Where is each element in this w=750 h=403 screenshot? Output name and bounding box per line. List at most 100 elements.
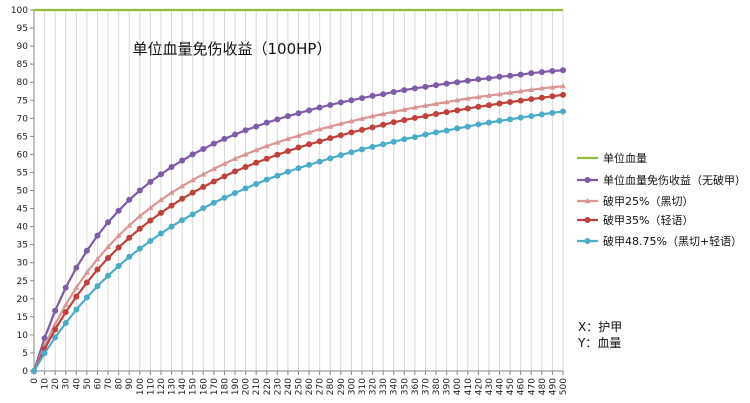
x-tick-label: 230 — [273, 378, 283, 395]
legend-item: 破甲48.75%（黑切+轻语） — [577, 234, 742, 248]
data-point — [327, 155, 334, 162]
data-point — [538, 69, 545, 76]
data-point — [316, 138, 323, 145]
legend-item: 单位血量免伤收益（无破甲） — [577, 173, 746, 187]
data-point — [136, 245, 143, 252]
data-point — [485, 102, 492, 109]
legend-swatch-marker — [584, 177, 591, 183]
data-point — [443, 109, 450, 116]
series-4 — [31, 108, 566, 374]
data-point — [401, 106, 408, 112]
data-point — [115, 207, 122, 214]
x-tick-label: 160 — [199, 378, 209, 395]
data-point — [242, 127, 249, 134]
data-point — [115, 244, 122, 251]
data-point — [454, 97, 461, 103]
data-point — [105, 219, 112, 226]
legend-item: 破甲25%（黑切） — [577, 194, 693, 208]
data-point — [538, 111, 545, 118]
x-tick-label: 90 — [125, 378, 135, 390]
data-point — [210, 165, 217, 172]
data-point — [263, 176, 270, 183]
data-point — [52, 307, 59, 314]
data-point — [549, 109, 556, 116]
y-tick-label: 85 — [17, 60, 28, 70]
x-tick-label: 420 — [474, 378, 484, 395]
data-point — [295, 110, 302, 117]
data-point — [147, 178, 154, 185]
data-point — [126, 196, 133, 203]
data-point — [327, 135, 334, 142]
x-tick-label: 140 — [178, 378, 188, 395]
data-point — [507, 116, 514, 123]
x-tick-label: 330 — [379, 378, 389, 395]
data-point — [348, 97, 355, 104]
y-tick-label: 60 — [17, 150, 29, 160]
data-point — [454, 125, 461, 132]
data-point — [411, 85, 418, 92]
data-point — [147, 238, 154, 245]
data-point — [73, 284, 80, 290]
data-point — [232, 155, 239, 161]
data-point — [390, 88, 397, 95]
data-point — [485, 92, 492, 98]
data-point — [380, 91, 387, 98]
data-point — [232, 190, 239, 197]
tick-labels: 0 10 20 30 40 50 60 70 80 90 100 110 120 130 140 150 160… — [11, 6, 569, 395]
data-point — [263, 119, 270, 126]
chart-title: 单位血量免伤收益（100HP） — [133, 40, 332, 58]
data-point — [200, 145, 207, 152]
data-point — [380, 110, 387, 117]
legend-label: 破甲35%（轻语） — [603, 213, 693, 227]
data-point — [560, 83, 566, 89]
series-group — [31, 8, 566, 374]
x-tick-label: 460 — [517, 378, 527, 395]
data-point — [528, 70, 535, 77]
data-point — [358, 146, 365, 153]
series-3 — [31, 91, 566, 374]
data-point — [232, 131, 239, 138]
data-point — [83, 247, 90, 254]
x-tick-label: 490 — [548, 378, 558, 395]
data-point — [274, 172, 281, 179]
data-point — [94, 256, 101, 262]
legend-swatch-marker — [584, 238, 591, 244]
data-point — [507, 72, 514, 79]
data-point — [369, 124, 376, 131]
data-point — [83, 279, 90, 286]
x-tick-label: 500 — [559, 378, 569, 395]
data-point — [358, 95, 365, 102]
data-point — [126, 253, 133, 260]
x-tick-label: 150 — [189, 378, 199, 395]
data-point — [168, 223, 175, 230]
data-point — [337, 99, 344, 106]
x-tick-label: 200 — [242, 378, 252, 395]
data-point — [232, 168, 239, 175]
y-tick-label: 30 — [17, 259, 29, 269]
data-point — [83, 294, 90, 301]
x-tick-label: 400 — [453, 378, 463, 395]
x-tick-label: 60 — [93, 378, 103, 390]
x-tick-label: 300 — [347, 378, 357, 395]
y-tick-label: 100 — [11, 6, 28, 16]
data-point — [157, 230, 164, 237]
data-point — [528, 113, 535, 120]
data-point — [549, 84, 556, 90]
data-point — [253, 181, 260, 188]
data-point — [390, 119, 397, 126]
data-point — [210, 178, 217, 185]
x-tick-label: 440 — [496, 378, 506, 395]
y-tick-label: 15 — [17, 313, 28, 323]
data-point — [31, 368, 37, 374]
x-tick-label: 350 — [400, 378, 410, 395]
data-point — [517, 71, 524, 78]
data-point — [179, 195, 186, 202]
legend-label: 单位血量 — [603, 151, 647, 165]
data-point — [337, 152, 344, 159]
data-point — [147, 204, 154, 211]
data-point — [475, 121, 482, 128]
data-point — [369, 92, 376, 99]
data-point — [496, 100, 503, 107]
data-point — [274, 139, 281, 145]
